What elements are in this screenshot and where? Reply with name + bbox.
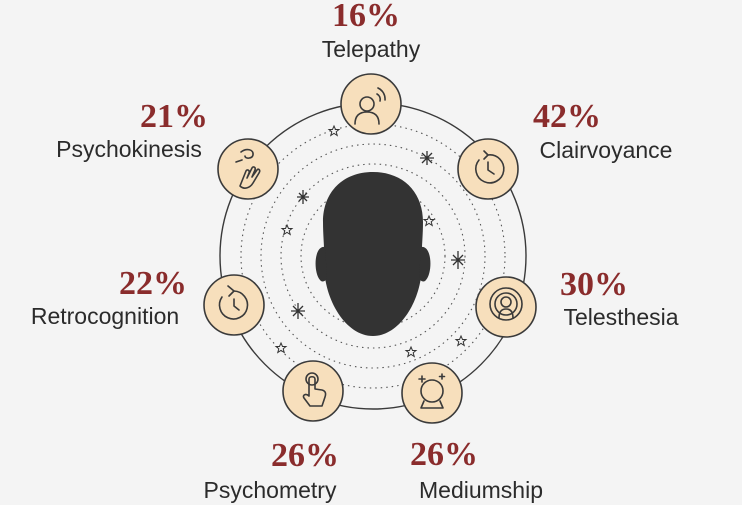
- star-icon: [422, 214, 436, 227]
- touch-hand-icon: [302, 372, 327, 407]
- telepathy-head-signal-icon: [354, 87, 386, 125]
- psychometry-label: Psychometry: [204, 477, 337, 503]
- sparkle-icon: [420, 151, 434, 165]
- telesthesia-label: Telesthesia: [563, 304, 678, 330]
- node-mediumship: 26% Mediumship: [401, 362, 543, 503]
- levitating-hand-icon: [235, 148, 261, 189]
- node-psychometry: 26% Psychometry: [204, 360, 344, 503]
- psychometry-percent: 26%: [271, 437, 339, 474]
- telepathy-percent: 16%: [332, 0, 400, 34]
- clairvoyance-label: Clairvoyance: [540, 137, 673, 163]
- telepathy-label: Telepathy: [322, 36, 421, 62]
- node-clairvoyance: 42% Clairvoyance: [457, 98, 673, 200]
- star-icon: [280, 223, 294, 236]
- sparkle-icon: [291, 303, 305, 319]
- telesthesia-percent: 30%: [560, 266, 628, 303]
- counterclockwise-arrow-icon: [218, 285, 249, 320]
- dotted-ring-2: [260, 143, 486, 369]
- clock-arrow-icon: [475, 150, 505, 184]
- node-retrocognition: 22% Retrocognition: [31, 265, 265, 336]
- human-head-silhouette-icon: [315, 172, 431, 336]
- star-icon: [404, 345, 418, 358]
- dotted-ring-4: [300, 183, 446, 329]
- mediumship-label: Mediumship: [419, 477, 543, 503]
- clairvoyance-percent: 42%: [533, 98, 601, 135]
- crystal-ball-icon: [418, 373, 446, 409]
- retrocognition-label: Retrocognition: [31, 303, 179, 329]
- psychokinesis-label: Psychokinesis: [56, 136, 202, 162]
- dotted-ring-3: [280, 163, 466, 349]
- star-icon: [327, 124, 341, 137]
- node-telesthesia: 30% Telesthesia: [475, 266, 679, 338]
- psychokinesis-percent: 21%: [140, 98, 208, 135]
- node-telepathy: 16% Telepathy: [322, 0, 421, 135]
- star-icon: [454, 334, 468, 347]
- mediumship-percent: 26%: [410, 436, 478, 473]
- sparkle-icon: [297, 190, 309, 204]
- person-aura-icon: [489, 287, 523, 321]
- node-psychokinesis: 21% Psychokinesis: [56, 98, 279, 200]
- sparkle-icon: [451, 251, 465, 269]
- retrocognition-percent: 22%: [119, 265, 187, 302]
- star-icon: [274, 341, 288, 354]
